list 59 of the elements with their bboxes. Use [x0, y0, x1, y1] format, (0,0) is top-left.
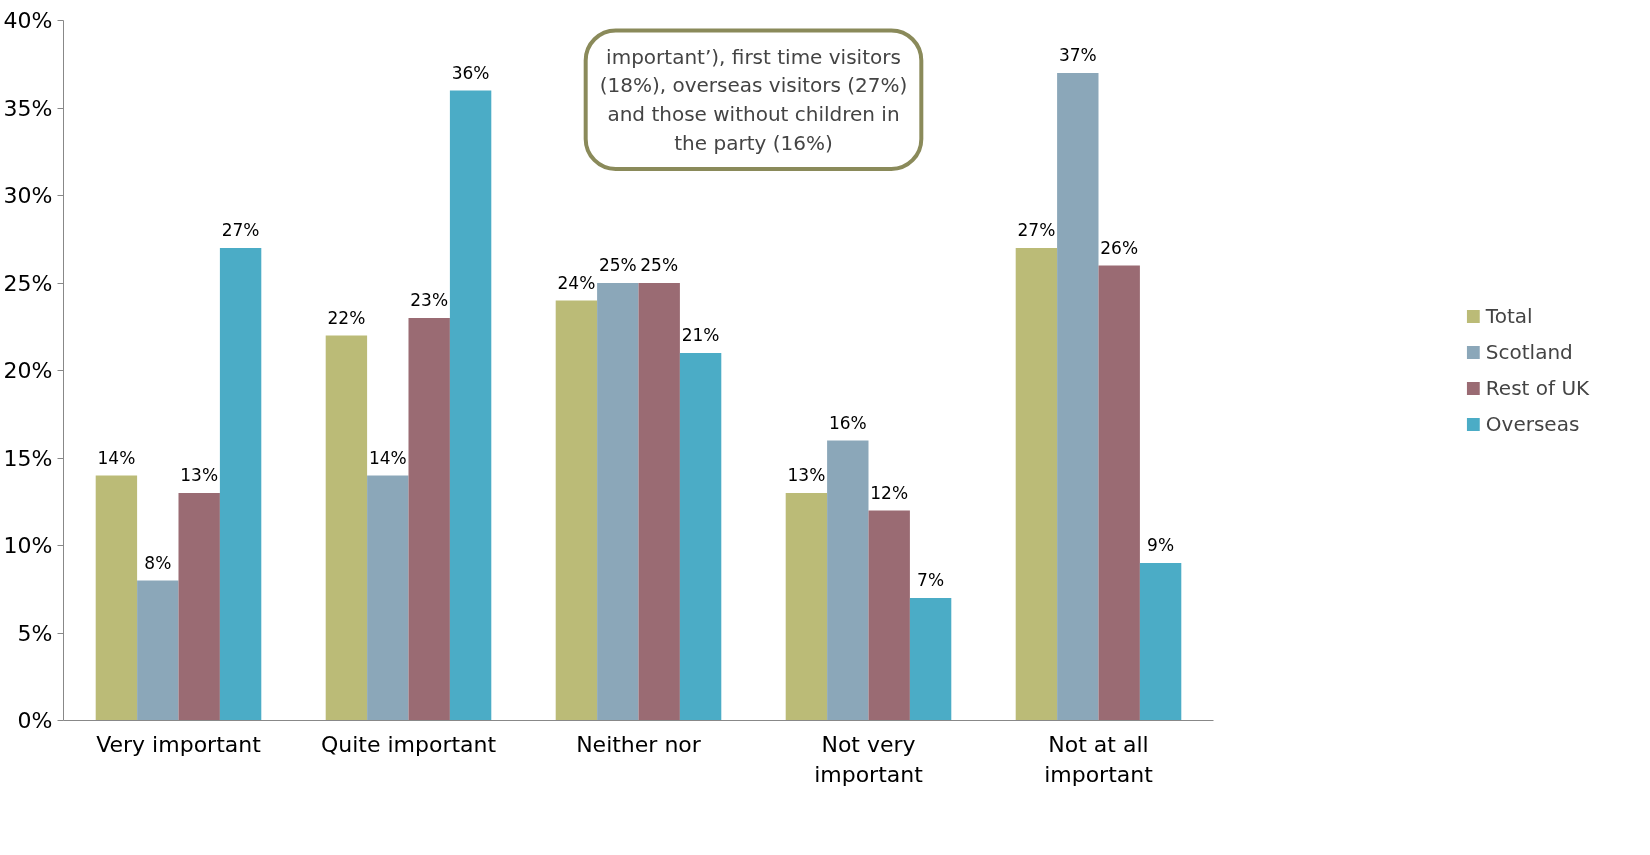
- data-label: 27%: [1017, 220, 1056, 240]
- y-tick-label: 5%: [17, 620, 53, 646]
- data-label: 9%: [1147, 535, 1175, 555]
- x-tick-label: Not very important: [814, 731, 924, 787]
- bar: [909, 598, 952, 721]
- bar: [679, 353, 722, 721]
- annotation: important’), first time visitors (18%), overseas visitors (27%) and those without children in the party (16%): [599, 44, 908, 155]
- data-label: 14%: [368, 447, 407, 468]
- bar: [827, 440, 869, 721]
- data-label: 8%: [144, 552, 172, 573]
- bar: [868, 510, 910, 721]
- bar: [1139, 563, 1182, 721]
- data-label: 21%: [681, 325, 720, 345]
- data-label: 13%: [180, 465, 219, 485]
- y-tick-label: 25%: [3, 270, 53, 296]
- bar: [555, 300, 598, 721]
- data-label: 14%: [97, 447, 136, 468]
- x-tick-label: Not at all important: [1044, 731, 1154, 787]
- bar: [219, 248, 262, 721]
- x-tick-label: Quite important: [320, 731, 497, 757]
- y-tick-label: 15%: [3, 445, 53, 471]
- data-label: 12%: [870, 482, 909, 503]
- legend-label: Rest of UK: [1485, 376, 1590, 400]
- y-tick-label: 30%: [3, 183, 53, 208]
- bar: [449, 90, 492, 721]
- data-label: 22%: [327, 307, 366, 328]
- bar: [95, 475, 138, 721]
- bar: [638, 283, 680, 721]
- data-label: 25%: [598, 255, 637, 275]
- data-label: 7%: [917, 570, 945, 590]
- bar: [785, 493, 828, 721]
- bar: [325, 335, 368, 721]
- y-tick-label: 10%: [3, 533, 53, 558]
- bar: [597, 283, 639, 721]
- x-tick-label: Neither nor: [576, 731, 702, 757]
- data-label: 23%: [410, 290, 449, 310]
- data-label: 37%: [1058, 45, 1097, 65]
- data-label: 25%: [640, 255, 679, 275]
- y-tick-label: 20%: [3, 358, 53, 383]
- y-tick-label: 40%: [3, 8, 53, 33]
- data-label: 13%: [787, 465, 826, 485]
- data-label: 24%: [557, 272, 596, 293]
- data-label: 27%: [221, 220, 260, 240]
- bar: [1098, 265, 1140, 721]
- data-label: 26%: [1100, 237, 1139, 258]
- bar: [408, 318, 450, 721]
- bar: [1015, 248, 1058, 721]
- data-label: 36%: [451, 62, 490, 83]
- data-label: 16%: [828, 412, 867, 433]
- x-tick-label: Very important: [96, 731, 262, 757]
- bar: [1057, 73, 1099, 721]
- y-tick-label: 35%: [3, 95, 53, 121]
- bar: [178, 493, 220, 721]
- bar: [137, 580, 179, 721]
- legend-label: Total: [1485, 304, 1533, 328]
- legend-label: Scotland: [1485, 340, 1573, 364]
- y-tick-label: 0%: [17, 708, 53, 733]
- legend-label: Overseas: [1485, 412, 1580, 436]
- bar: [367, 475, 409, 721]
